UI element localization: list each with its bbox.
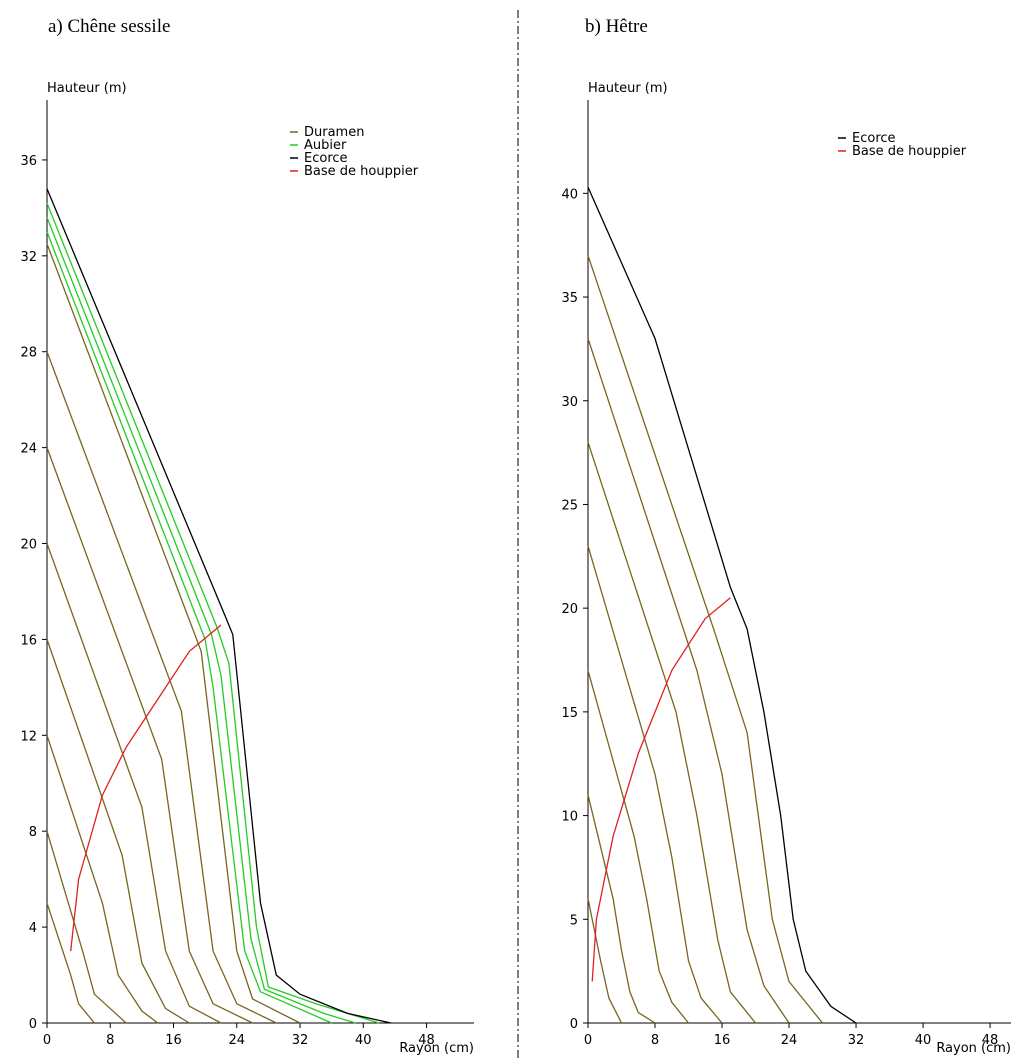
series-line xyxy=(587,670,690,1024)
y-axis-label: Hauteur (m) xyxy=(588,81,668,96)
legend-label: Ecorce xyxy=(304,151,348,166)
x-tick-label: 40 xyxy=(355,1033,372,1048)
series-line xyxy=(46,351,277,1024)
x-tick-label: 32 xyxy=(292,1033,309,1048)
x-tick-label: 48 xyxy=(982,1033,999,1048)
series-line xyxy=(587,898,623,1024)
x-tick-label: 48 xyxy=(418,1033,435,1048)
series-line xyxy=(587,338,790,1024)
series-line xyxy=(587,545,723,1024)
x-tick-label: 16 xyxy=(165,1033,182,1048)
y-tick-label: 20 xyxy=(20,538,37,553)
y-axis-label: Hauteur (m) xyxy=(47,81,127,96)
y-tick-label: 32 xyxy=(20,250,37,265)
y-tick-label: 35 xyxy=(561,291,578,306)
legend-label: Ecorce xyxy=(852,131,896,146)
y-tick-label: 28 xyxy=(20,346,37,361)
legend-label: Duramen xyxy=(304,125,364,140)
series-line xyxy=(591,597,731,982)
x-tick-label: 0 xyxy=(43,1033,51,1048)
y-tick-label: 25 xyxy=(561,498,578,513)
y-tick-label: 8 xyxy=(29,825,37,840)
chart-title: a) Chêne sessile xyxy=(48,16,170,37)
y-tick-label: 4 xyxy=(29,921,37,936)
y-tick-label: 0 xyxy=(570,1017,578,1032)
y-tick-label: 20 xyxy=(561,602,578,617)
legend-label: Base de houppier xyxy=(304,164,419,179)
y-tick-label: 15 xyxy=(561,706,578,721)
series-line xyxy=(587,441,757,1024)
y-tick-label: 30 xyxy=(561,395,578,410)
x-tick-label: 24 xyxy=(781,1033,798,1048)
series-line xyxy=(70,624,222,952)
series-line xyxy=(587,794,656,1024)
series-line xyxy=(46,202,380,1024)
series-line xyxy=(46,902,95,1024)
x-axis-label: Rayon (cm) xyxy=(399,1041,474,1056)
y-tick-label: 24 xyxy=(20,442,37,457)
x-axis-label: Rayon (cm) xyxy=(936,1041,1011,1056)
x-tick-label: 8 xyxy=(106,1033,114,1048)
series-line xyxy=(46,447,253,1024)
y-tick-label: 10 xyxy=(561,810,578,825)
chart-title: b) Hêtre xyxy=(585,16,648,37)
y-tick-label: 16 xyxy=(20,633,37,648)
y-tick-label: 40 xyxy=(561,187,578,202)
series-line xyxy=(587,255,824,1024)
series-line xyxy=(46,231,332,1024)
x-tick-label: 40 xyxy=(915,1033,932,1048)
series-line xyxy=(46,217,356,1024)
legend-label: Base de houppier xyxy=(852,144,967,159)
x-tick-label: 32 xyxy=(848,1033,865,1048)
series-line xyxy=(587,186,857,1024)
y-tick-label: 5 xyxy=(570,913,578,928)
y-tick-label: 0 xyxy=(29,1017,37,1032)
y-tick-label: 36 xyxy=(20,154,37,169)
x-tick-label: 0 xyxy=(584,1033,592,1048)
x-tick-label: 24 xyxy=(229,1033,246,1048)
x-tick-label: 16 xyxy=(714,1033,731,1048)
series-line xyxy=(46,188,392,1024)
series-line xyxy=(46,639,190,1024)
series-line xyxy=(46,543,222,1024)
x-tick-label: 8 xyxy=(651,1033,659,1048)
legend-label: Aubier xyxy=(304,138,347,153)
series-line xyxy=(46,831,127,1024)
series-line xyxy=(46,735,159,1024)
y-tick-label: 12 xyxy=(20,729,37,744)
series-line xyxy=(46,243,301,1024)
